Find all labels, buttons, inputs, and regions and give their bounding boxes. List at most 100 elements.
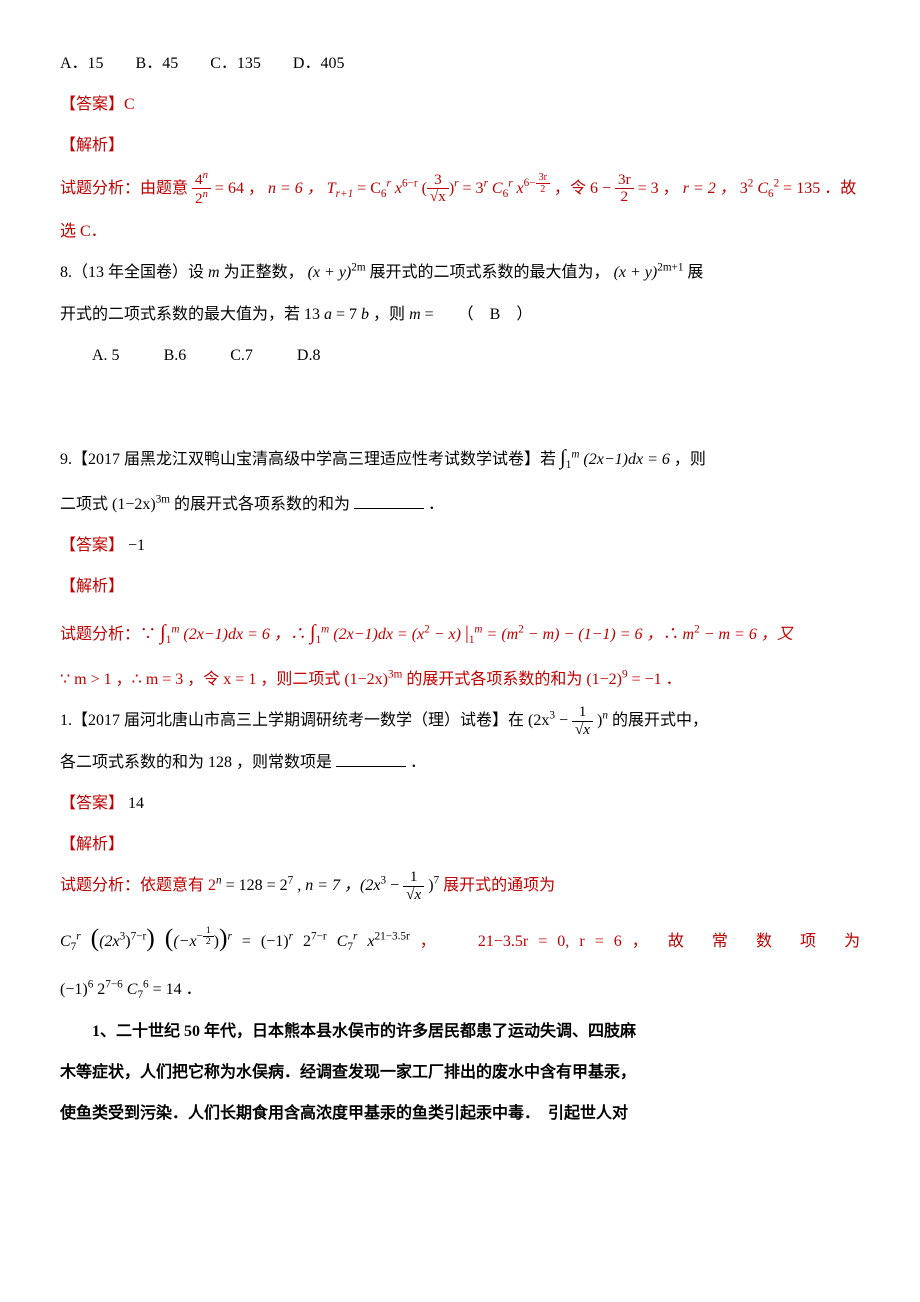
sup: r: [508, 177, 512, 189]
text: (−1): [60, 981, 88, 998]
sup: 3m: [156, 493, 170, 505]
text: 1.【2017 届河北唐山市高三上学期调研统考一数学（理）试卷】在 (2x: [60, 712, 549, 729]
q8-line1: 8.（13 年全国卷）设 m 为正整数， (x + y)2m 展开式的二项式系数…: [60, 255, 860, 290]
text: 各二项式系数的和为 128 ，则常数项是: [60, 754, 332, 771]
opt-a: A. 5: [92, 347, 120, 364]
q1b-analysis-2: C7r ((2x3)7−r) ((−x−12))r = (−1)r 27−r C…: [60, 910, 860, 966]
sup: 6: [143, 979, 149, 991]
sub: 1: [469, 634, 475, 646]
text: 试题分析：依题意有 2: [60, 877, 216, 894]
den: 2: [203, 937, 214, 947]
text: C: [757, 180, 768, 197]
sub: 1: [166, 634, 172, 646]
fill-blank[interactable]: [354, 492, 424, 509]
num: 4: [195, 171, 203, 188]
q1b-answer: 【答案】 14: [60, 786, 860, 821]
text: ， 21−3.5r = 0, r = 6 ， 故 常 数 项 为: [420, 933, 860, 950]
q1b-analysis-1: 试题分析：依题意有 2n = 128 = 27 , n = 7 ，(2x3 − …: [60, 868, 860, 904]
text: x: [395, 180, 402, 197]
text: = （ B ）: [425, 306, 533, 323]
sup: 2: [424, 624, 430, 636]
text: − x): [434, 626, 461, 643]
q8-line2: 开式的二项式系数的最大值为，若 13 a = 7 b ，则 m = （ B ）: [60, 297, 860, 332]
sup: 2: [774, 177, 780, 189]
sup: m: [171, 624, 179, 636]
q9-answer: 【答案】 −1: [60, 528, 860, 563]
text: (−x: [173, 933, 196, 950]
var-m: m: [208, 264, 220, 281]
sup: 6: [88, 979, 94, 991]
q8-options: A. 5 B.6 C.7 D.8: [60, 338, 860, 373]
sup: 2: [518, 624, 524, 636]
den: √x: [427, 189, 449, 206]
sup: n: [216, 875, 222, 887]
text: C: [127, 981, 138, 998]
text: 3: [740, 180, 748, 197]
text: = −1 ．: [632, 671, 682, 688]
q7-options: A．15 B．45 C．135 D．405: [60, 46, 860, 81]
text: − m = 6 ，又: [704, 626, 793, 643]
value: 14: [128, 795, 144, 812]
num: 1: [572, 704, 593, 722]
sub: 7: [71, 941, 77, 953]
sup: 2m: [351, 262, 365, 274]
text: = 128 = 2: [226, 877, 288, 894]
text: x: [367, 933, 374, 950]
num: 3r: [615, 172, 634, 190]
q7-analysis-label: 【解析】: [60, 128, 860, 163]
q7-answer: 【答案】C: [60, 87, 860, 122]
q1b-line2: 各二项式系数的和为 128 ，则常数项是 ．: [60, 745, 860, 780]
fill-blank[interactable]: [336, 750, 406, 767]
story-p2: 木等症状，人们把它称为水俣病．经调查发现一家工厂排出的废水中含有甲基汞，: [60, 1055, 860, 1090]
den: √x: [572, 722, 593, 739]
sup: 3: [380, 875, 386, 887]
text: = (−1): [242, 933, 289, 950]
sup: r: [227, 930, 231, 942]
text: ．: [410, 754, 426, 771]
sup: 7−r: [131, 930, 147, 942]
sup: 7: [288, 875, 294, 887]
text: ，则: [373, 306, 409, 323]
sup: 7−6: [105, 979, 123, 991]
text: n = 6 ，: [268, 180, 323, 197]
text: 9.【2017 届黑龙江双鸭山宝清高级中学高三理适应性考试数学试卷】若: [60, 451, 560, 468]
den: 2: [615, 189, 634, 206]
text: 的展开式各项系数的和为 (1−2): [406, 671, 622, 688]
sup: r: [289, 930, 293, 942]
text: = (m: [487, 626, 519, 643]
sup: r: [76, 930, 80, 942]
sup: 6−r: [402, 177, 418, 189]
sup: n: [203, 189, 208, 200]
expr: (x + y): [614, 264, 658, 281]
text: C: [492, 180, 503, 197]
label: 【答案】: [60, 537, 124, 554]
label: 【答案】: [60, 795, 124, 812]
num: 3r: [536, 172, 550, 184]
sup: 2: [748, 177, 754, 189]
expr: (x + y): [308, 264, 352, 281]
text: 的展开式中，: [612, 712, 708, 729]
q9-line2: 二项式 (1−2x)3m 的展开式各项系数的和为 ．: [60, 487, 860, 522]
sup: 2: [694, 624, 700, 636]
text: 展: [687, 264, 703, 281]
text: = 3 ，: [638, 180, 679, 197]
q1b-analysis-3: (−1)6 27−6 C76 = 14 ．: [60, 972, 860, 1008]
text: 6−: [524, 177, 536, 189]
text: = C: [357, 180, 381, 197]
text: = 135 ．故: [783, 180, 856, 197]
sup: r: [454, 177, 458, 189]
text: 的展开式各项系数的和为: [174, 496, 350, 513]
sup: m: [474, 624, 482, 636]
sup: m: [571, 449, 579, 461]
sub: 1: [316, 634, 322, 646]
q1b-line1: 1.【2017 届河北唐山市高三上学期调研统考一数学（理）试卷】在 (2x3 −…: [60, 703, 860, 739]
sub: r+1: [336, 188, 354, 200]
den: 2: [195, 190, 203, 207]
sup: 3m: [388, 669, 402, 681]
num: 1: [203, 926, 214, 937]
sup: r: [353, 930, 357, 942]
opt-b: B.6: [164, 347, 187, 364]
text: 开式的二项式系数的最大值为，若 13: [60, 306, 320, 323]
text: 为正整数，: [224, 264, 304, 281]
text: ，令 6 −: [554, 180, 611, 197]
